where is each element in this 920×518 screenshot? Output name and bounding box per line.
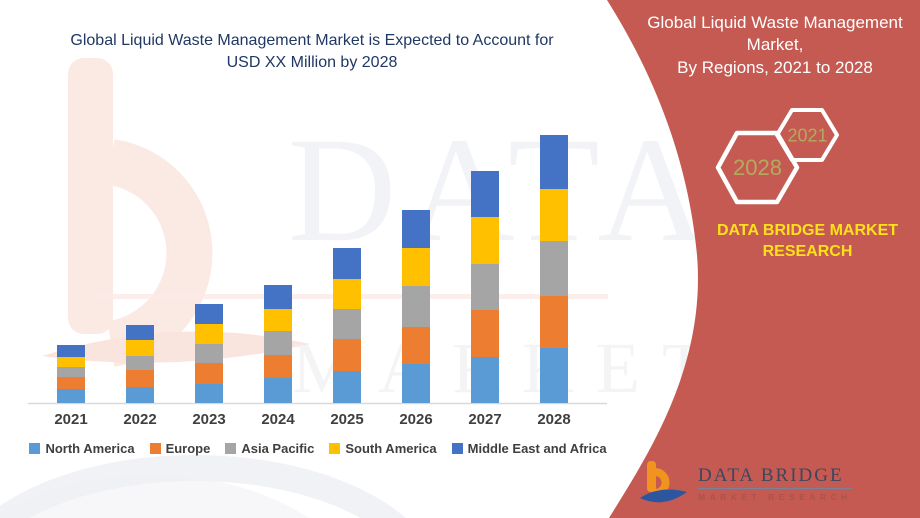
- bar-segment-2025-north-america: [333, 371, 361, 403]
- bar-segment-2022-asia-pacific: [126, 356, 154, 370]
- bar-segment-2025-south-america: [333, 279, 361, 309]
- bar-segment-2024-asia-pacific: [264, 331, 292, 355]
- bar-segment-2023-middle-east-and-africa: [195, 304, 223, 324]
- bar-segment-2021-asia-pacific: [57, 367, 85, 377]
- hexagon-2021-label: 2021: [787, 126, 827, 146]
- region-chart-heading: Global Liquid Waste Management Market, B…: [647, 13, 903, 77]
- bar-segment-2027-middle-east-and-africa: [471, 171, 499, 217]
- bar-segment-2026-north-america: [402, 364, 430, 403]
- hexagon-badges: 2021 2028: [700, 95, 860, 220]
- legend-item-europe: Europe: [149, 441, 211, 456]
- bar-segment-2022-europe: [126, 370, 154, 387]
- hexagon-2028-label: 2028: [733, 155, 782, 180]
- bar-segment-2028-middle-east-and-africa: [540, 135, 568, 189]
- x-axis-label-2028: 2028: [537, 411, 570, 428]
- legend-swatch-icon: [149, 443, 161, 454]
- bar-segment-2021-europe: [57, 377, 85, 389]
- x-axis-label-2021: 2021: [54, 411, 87, 428]
- legend-swatch-icon: [225, 443, 237, 454]
- chart-legend: North America Europe Asia Pacific South Ame…: [29, 441, 607, 456]
- bar-segment-2024-europe: [264, 355, 292, 378]
- bar-segment-2023-europe: [195, 363, 223, 384]
- data-bridge-logo-icon: [640, 461, 687, 503]
- legend-item-south-america: South America: [329, 441, 437, 456]
- x-axis-label-2026: 2026: [399, 411, 432, 428]
- bar-segment-2023-asia-pacific: [195, 344, 223, 363]
- x-axis-label-2024: 2024: [261, 411, 295, 428]
- bar-segment-2026-asia-pacific: [402, 286, 430, 327]
- bar-segment-2022-middle-east-and-africa: [126, 325, 154, 340]
- logo-subtitle: MARKET RESEARCH: [698, 491, 852, 502]
- legend-label: Europe: [165, 441, 211, 456]
- bar-segment-2027-europe: [471, 310, 499, 357]
- bar-segment-2022-south-america: [126, 340, 154, 356]
- bar-segment-2025-europe: [333, 339, 361, 371]
- bar-segment-2027-north-america: [471, 357, 499, 403]
- legend-item-asia-pacific: Asia Pacific: [225, 441, 314, 456]
- bar-segment-2021-south-america: [57, 357, 85, 367]
- legend-item-north-america: North America: [29, 441, 135, 456]
- legend-label: Asia Pacific: [241, 441, 315, 456]
- legend-label: North America: [45, 441, 135, 456]
- legend-swatch-icon: [451, 443, 463, 454]
- bar-segment-2022-north-america: [126, 387, 154, 403]
- legend-swatch-icon: [329, 443, 341, 454]
- bar-segment-2023-north-america: [195, 384, 223, 403]
- x-axis-label-2022: 2022: [123, 411, 156, 428]
- bar-segment-2028-asia-pacific: [540, 241, 568, 296]
- bar-segment-2028-europe: [540, 296, 568, 348]
- bar-segment-2027-south-america: [471, 217, 499, 264]
- brand-wordmark: DATA BRIDGE MARKET RESEARCH: [716, 222, 899, 260]
- x-axis-label-2023: 2023: [192, 411, 225, 428]
- bar-segment-2028-north-america: [540, 348, 568, 403]
- bar-segment-2023-south-america: [195, 324, 223, 344]
- legend-label: South America: [345, 441, 437, 456]
- bar-segment-2026-europe: [402, 327, 430, 364]
- bar-segment-2021-middle-east-and-africa: [57, 345, 85, 357]
- legend-label: Middle East and Africa: [467, 441, 607, 456]
- bar-segment-2026-south-america: [402, 248, 430, 286]
- logo-name: DATA BRIDGE: [698, 466, 852, 489]
- bar-segment-2027-asia-pacific: [471, 264, 499, 310]
- x-axis-label-2025: 2025: [330, 411, 363, 428]
- bar-segment-2021-north-america: [57, 389, 85, 403]
- bar-segment-2025-middle-east-and-africa: [333, 248, 361, 279]
- legend-swatch-icon: [29, 443, 41, 454]
- bar-segment-2025-asia-pacific: [333, 309, 361, 339]
- legend-item-middle-east-and-africa: Middle East and Africa: [451, 441, 607, 456]
- bar-segment-2026-middle-east-and-africa: [402, 210, 430, 248]
- bar-segment-2024-south-america: [264, 309, 292, 331]
- company-logo: DATA BRIDGE MARKET RESEARCH: [638, 459, 852, 509]
- x-axis-label-2027: 2027: [468, 411, 501, 428]
- bar-segment-2024-middle-east-and-africa: [264, 285, 292, 309]
- bar-segment-2024-north-america: [264, 378, 292, 403]
- bar-segment-2028-south-america: [540, 189, 568, 241]
- page-title: Global Liquid Waste Management Market is…: [70, 32, 554, 72]
